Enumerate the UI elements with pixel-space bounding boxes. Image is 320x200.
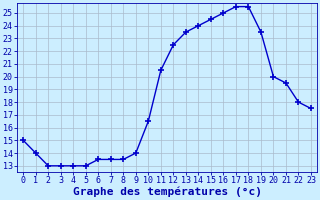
X-axis label: Graphe des températures (°c): Graphe des températures (°c)	[73, 187, 261, 197]
